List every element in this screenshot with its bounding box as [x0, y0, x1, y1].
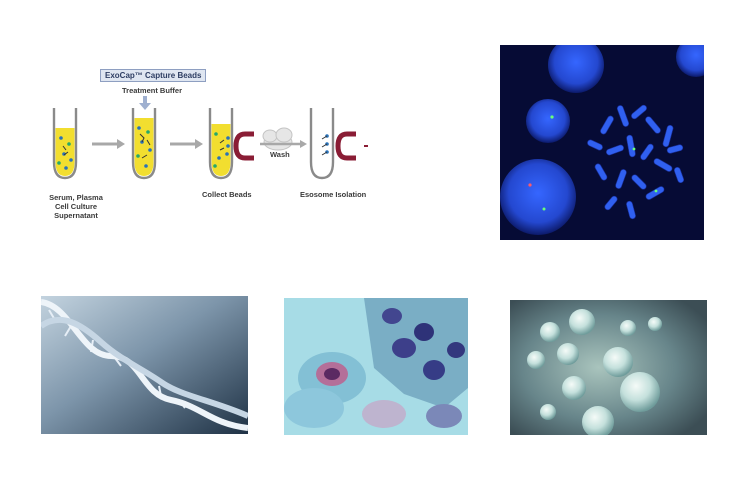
wash-cloud: [260, 127, 307, 151]
tube-isolation: [309, 108, 335, 180]
step1-caption: Serum, Plasma Cell Culture Supernatant: [46, 193, 106, 220]
step1-line: Supernatant: [54, 211, 98, 220]
step3-caption: Collect Beads: [202, 190, 252, 199]
exosome-spheres-image: [510, 300, 707, 435]
tube-collect: [208, 108, 234, 180]
exocap-workflow-diagram: ExoCap™ Capture Beads Treatment Buffer W…: [38, 62, 378, 232]
stained-cells-image: [284, 298, 468, 435]
step4-caption: Esosome Isolation: [300, 190, 367, 199]
tube-beads: [131, 108, 157, 180]
dna-helix-image: [41, 296, 248, 434]
step1-line: Cell Culture: [54, 202, 98, 211]
beads-title: ExoCap™ Capture Beads: [100, 69, 207, 82]
workflow-graphic: [52, 96, 368, 180]
magnet-2: [335, 131, 356, 161]
step1-line: Serum, Plasma: [49, 193, 103, 202]
magnet-1: [233, 131, 254, 161]
buffer-label: Treatment Buffer: [122, 86, 183, 95]
wash-label: Wash: [270, 150, 290, 159]
fluorescent-chromosome-image: [500, 45, 704, 240]
tube-sample: [52, 108, 78, 180]
